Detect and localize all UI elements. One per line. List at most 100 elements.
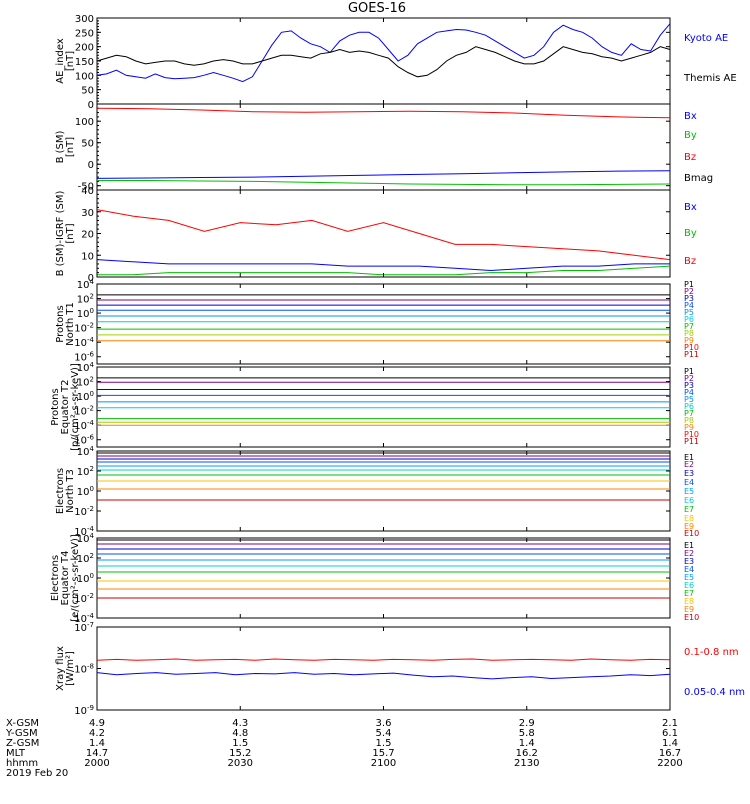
legend-label: E6 [684,581,694,590]
series-line-by [97,180,671,186]
xaxis-value: 2100 [371,758,396,769]
series-line-bx [96,170,671,179]
legend-label: P1 [684,367,694,376]
legend-label: E10 [684,529,699,538]
legend-label: Bx [684,202,697,213]
y-tick-label: 100 [75,71,94,82]
legend-label: E9 [684,522,694,531]
legend-label: P8 [684,329,694,338]
y-tick-label: 102 [77,465,94,478]
legend-label: Bx [684,111,697,122]
legend-label: P2 [684,374,694,383]
y-tick-label: 102 [77,293,94,306]
xaxis-value: 2000 [84,758,109,769]
legend-label: 0.05-0.4 nm [684,687,745,698]
date-label: 2019 Feb 20 [6,768,68,779]
y-tick-label: 104 [77,532,95,545]
y-tick-label: 10-4 [74,419,94,432]
legend-label: E8 [684,514,694,523]
legend-label: P9 [684,336,694,345]
xaxis-value: 1.4 [662,738,678,749]
panel-frame [96,103,671,191]
y-tick-label: 250 [75,28,94,39]
series-line-kyoto-ae [96,23,671,83]
y-axis-label: ElectronsNorth T3 [55,468,76,514]
y-axis-label: ProtonsNorth T1 [55,302,76,346]
y-axis-label: ProtonsEquator T2[p/(cm²-s-sr-keV)] [50,363,81,451]
legend-label: P7 [684,409,694,418]
legend-label: P9 [684,423,694,432]
legend-label: P4 [684,388,694,397]
xaxis-value: 4.8 [232,728,248,739]
y-tick-label: 10-9 [74,704,94,717]
legend-label: Bz [684,256,696,267]
legend-label: E3 [684,557,694,566]
y-axis-label: ElectronsEquator T4[e/(cm²-s-sr-keV)] [50,534,81,622]
y-tick-label: 50 [81,139,94,150]
xaxis-value: 2200 [657,758,682,769]
panel-3: 0 10 20 30 40 B (SM)-IGRF (SM)[nT] Bx By Bz [55,186,697,284]
y-tick-label: 150 [75,57,94,68]
legend-label: P6 [684,402,694,411]
panel-frame [96,17,671,105]
panel-6: 104 102 100 10-2 10-4 ElectronsNorth T3 E1E2E3… [55,445,699,538]
y-axis-label: AE_index[nT] [55,38,76,84]
panel-frame [96,450,671,532]
y-tick-label: 100 [77,307,94,320]
y-tick-label: 104 [77,361,95,374]
y-tick-label: 0 [88,100,94,111]
legend-label: E1 [684,541,694,550]
y-tick-label: 104 [77,445,95,458]
y-tick-label: -50 [78,182,94,193]
xaxis-value: 15.2 [229,748,251,759]
legend-label: P10 [684,343,699,352]
legend-label: P10 [684,430,699,439]
y-tick-label: 50 [81,86,94,97]
legend-label: E8 [684,597,694,606]
y-tick-label: 30 [81,208,94,219]
legend-label: E9 [684,605,694,614]
legend-label: E3 [684,469,694,478]
xaxis-value: 1.4 [89,738,105,749]
xaxis-value: 16.7 [659,748,681,759]
legend-label: E2 [684,549,694,558]
xaxis-value: 5.8 [519,728,535,739]
y-tick-label: 0 [88,273,94,284]
y-tick-label: 10-2 [74,592,94,605]
xaxis-value: 2130 [514,758,539,769]
y-tick-label: 102 [77,376,94,389]
xaxis-value: 2030 [228,758,253,769]
y-tick-label: 40 [81,186,94,197]
panel-2: -50 0 50 100 B (SM)[nT] Bx By Bz Bmag [55,103,713,193]
xaxis-value: 2.1 [662,718,678,729]
y-tick-label: 10-2 [74,505,94,518]
y-tick-label: 100 [77,485,94,498]
y-tick-label: 10-8 [74,663,94,676]
xaxis-value: 4.3 [232,718,248,729]
panel-frame [96,626,671,711]
series-line-bz [96,107,671,119]
y-tick-label: 10-6 [74,351,94,364]
y-tick-label: 20 [81,230,94,241]
xaxis-value: 2.9 [519,718,535,729]
xaxis-value: 3.6 [376,718,392,729]
y-axis-label: B (SM)[nT] [55,130,76,163]
y-tick-label: 10-4 [74,612,94,625]
xaxis-row-label: Z-GSM [6,738,39,749]
legend-label: E4 [684,478,694,487]
legend-label: E4 [684,565,694,574]
y-tick-label: 100 [77,390,94,403]
legend-label: P11 [684,437,699,446]
legend-label: E7 [684,505,694,514]
panel-frame [96,366,671,448]
panel-1: 0 50 100 150 200 250 300 AE_index[nT] Kyoto AE Th… [55,14,737,111]
legend-label: P3 [684,294,694,303]
legend-label: P6 [684,315,694,324]
y-tick-label: 0 [88,160,94,171]
legend-label: By [684,228,697,239]
